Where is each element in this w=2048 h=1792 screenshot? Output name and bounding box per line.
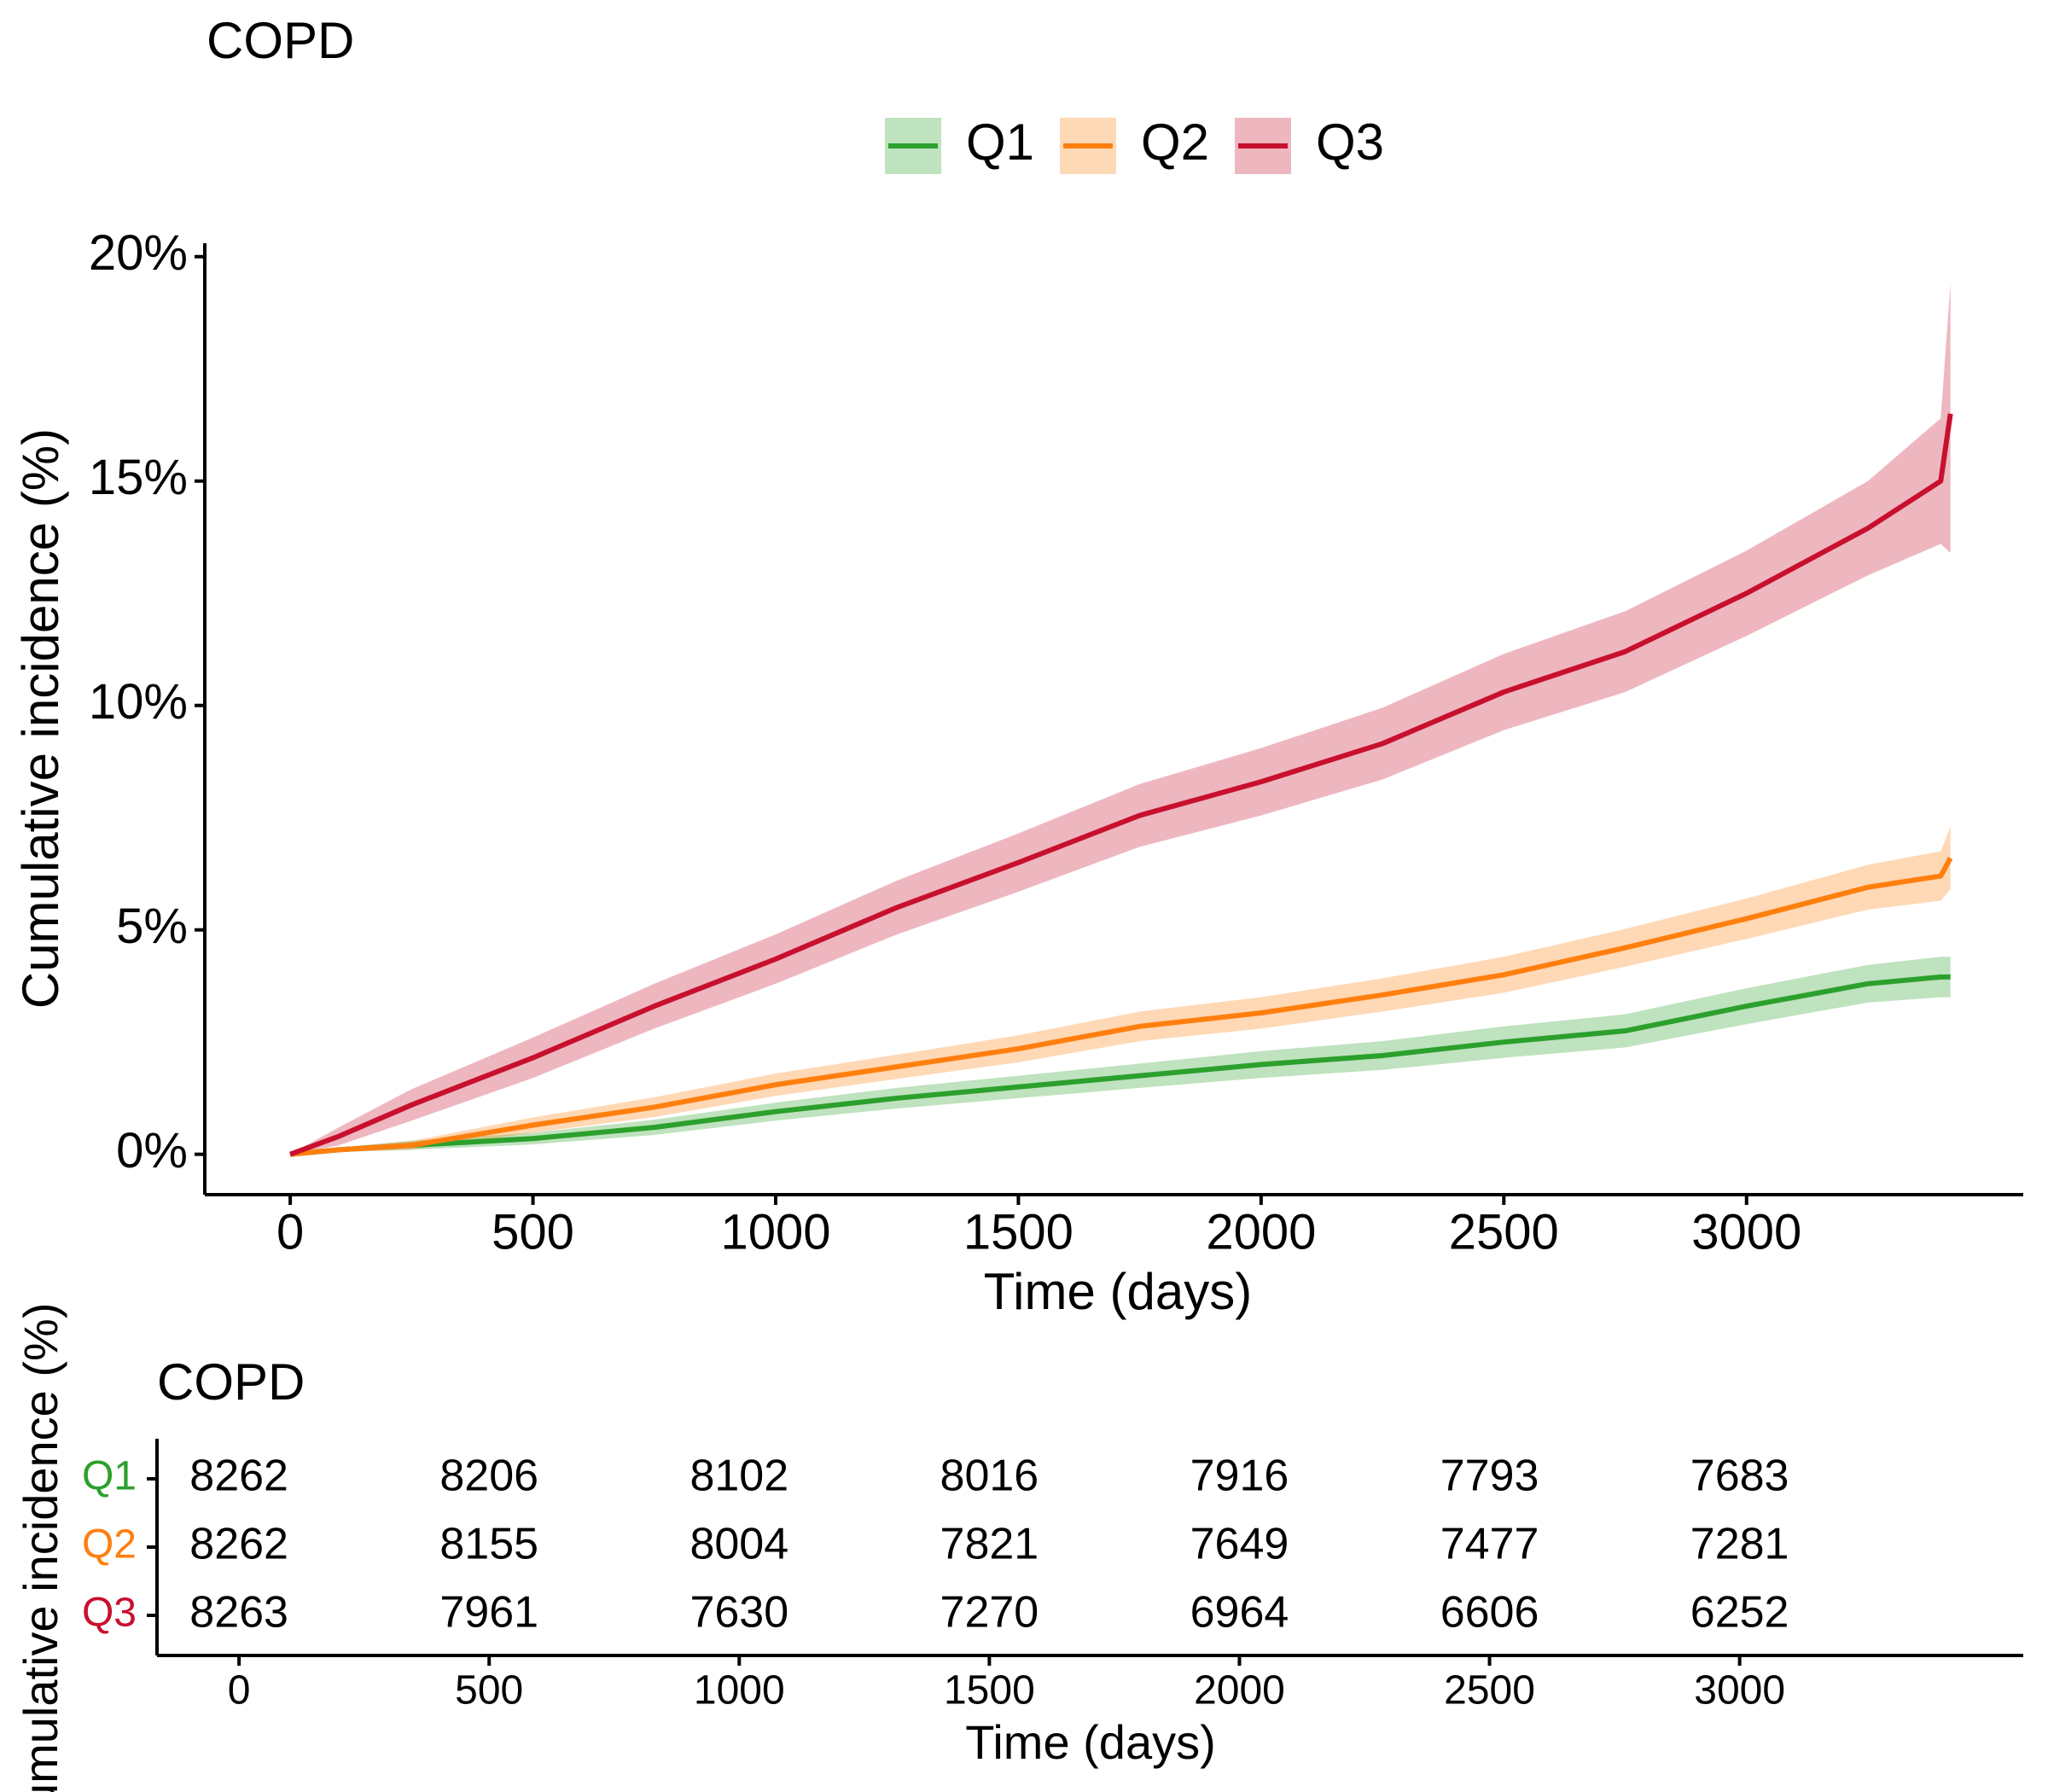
- at-risk-count: 7270: [940, 1588, 1039, 1638]
- x-tick-label: 2000: [1206, 1204, 1316, 1260]
- confidence-band: [290, 826, 1951, 1155]
- at-risk-count: 6606: [1440, 1588, 1539, 1638]
- y-tick-label: 20%: [89, 225, 188, 281]
- table-row-label: Q3: [82, 1591, 137, 1636]
- incidence-line: [289, 857, 1953, 1157]
- table-x-axis-title: Time (days): [965, 1715, 1216, 1769]
- at-risk-count: 8102: [689, 1452, 788, 1501]
- at-risk-count: 8262: [189, 1520, 288, 1569]
- incidence-line: [289, 413, 1953, 1157]
- at-risk-count: 7281: [1690, 1520, 1789, 1569]
- at-risk-count: 7916: [1190, 1452, 1289, 1501]
- table-x-tick-label: 1000: [694, 1668, 785, 1713]
- table-x-tick-label: 3000: [1694, 1668, 1785, 1713]
- at-risk-count: 7649: [1190, 1520, 1289, 1569]
- at-risk-count: 6252: [1690, 1588, 1789, 1638]
- at-risk-count: 7477: [1440, 1520, 1539, 1569]
- y-tick-label: 10%: [89, 674, 188, 730]
- x-tick-label: 2500: [1449, 1204, 1559, 1260]
- y-tick-label: 0%: [116, 1123, 188, 1178]
- at-risk-count: 7630: [689, 1588, 788, 1638]
- at-risk-count: 6964: [1190, 1588, 1289, 1638]
- table-row-label: Q2: [82, 1522, 137, 1568]
- legend-label: Q2: [1141, 113, 1209, 171]
- at-risk-count: 8262: [189, 1452, 288, 1501]
- at-risk-count: 7821: [940, 1520, 1039, 1569]
- at-risk-count: 7961: [439, 1588, 538, 1638]
- table-title: COPD: [157, 1353, 305, 1411]
- y-tick-label: 5%: [116, 899, 188, 954]
- table-x-tick-label: 1500: [944, 1668, 1035, 1713]
- x-tick-label: 1000: [720, 1204, 830, 1260]
- y-axis-title: Cumulative incidence (%): [12, 428, 69, 1009]
- x-tick-label: 1500: [963, 1204, 1073, 1260]
- at-risk-count: 8263: [189, 1588, 288, 1638]
- x-tick-label: 0: [276, 1204, 304, 1260]
- chart-title: COPD: [207, 12, 354, 69]
- legend-label: Q3: [1316, 113, 1384, 171]
- at-risk-count: 7793: [1440, 1452, 1539, 1501]
- table-x-tick-label: 0: [228, 1668, 251, 1713]
- at-risk-count: 7683: [1690, 1452, 1789, 1501]
- y-tick-label: 15%: [89, 450, 188, 505]
- table-x-tick-label: 2000: [1194, 1668, 1285, 1713]
- x-tick-label: 3000: [1691, 1204, 1801, 1260]
- at-risk-count: 8206: [439, 1452, 538, 1501]
- incidence-line: [289, 974, 1951, 1157]
- x-axis-title: Time (days): [984, 1263, 1252, 1320]
- table-row-label: Q1: [82, 1454, 137, 1499]
- at-risk-count: 8004: [689, 1520, 788, 1569]
- table-x-tick-label: 500: [455, 1668, 523, 1713]
- at-risk-count: 8155: [439, 1520, 538, 1569]
- table-y-axis-title: Cumulative incidence (%): [14, 1303, 67, 1792]
- at-risk-count: 8016: [940, 1452, 1039, 1501]
- table-x-tick-label: 2500: [1444, 1668, 1535, 1713]
- x-tick-label: 500: [492, 1204, 574, 1260]
- legend-label: Q1: [966, 113, 1034, 171]
